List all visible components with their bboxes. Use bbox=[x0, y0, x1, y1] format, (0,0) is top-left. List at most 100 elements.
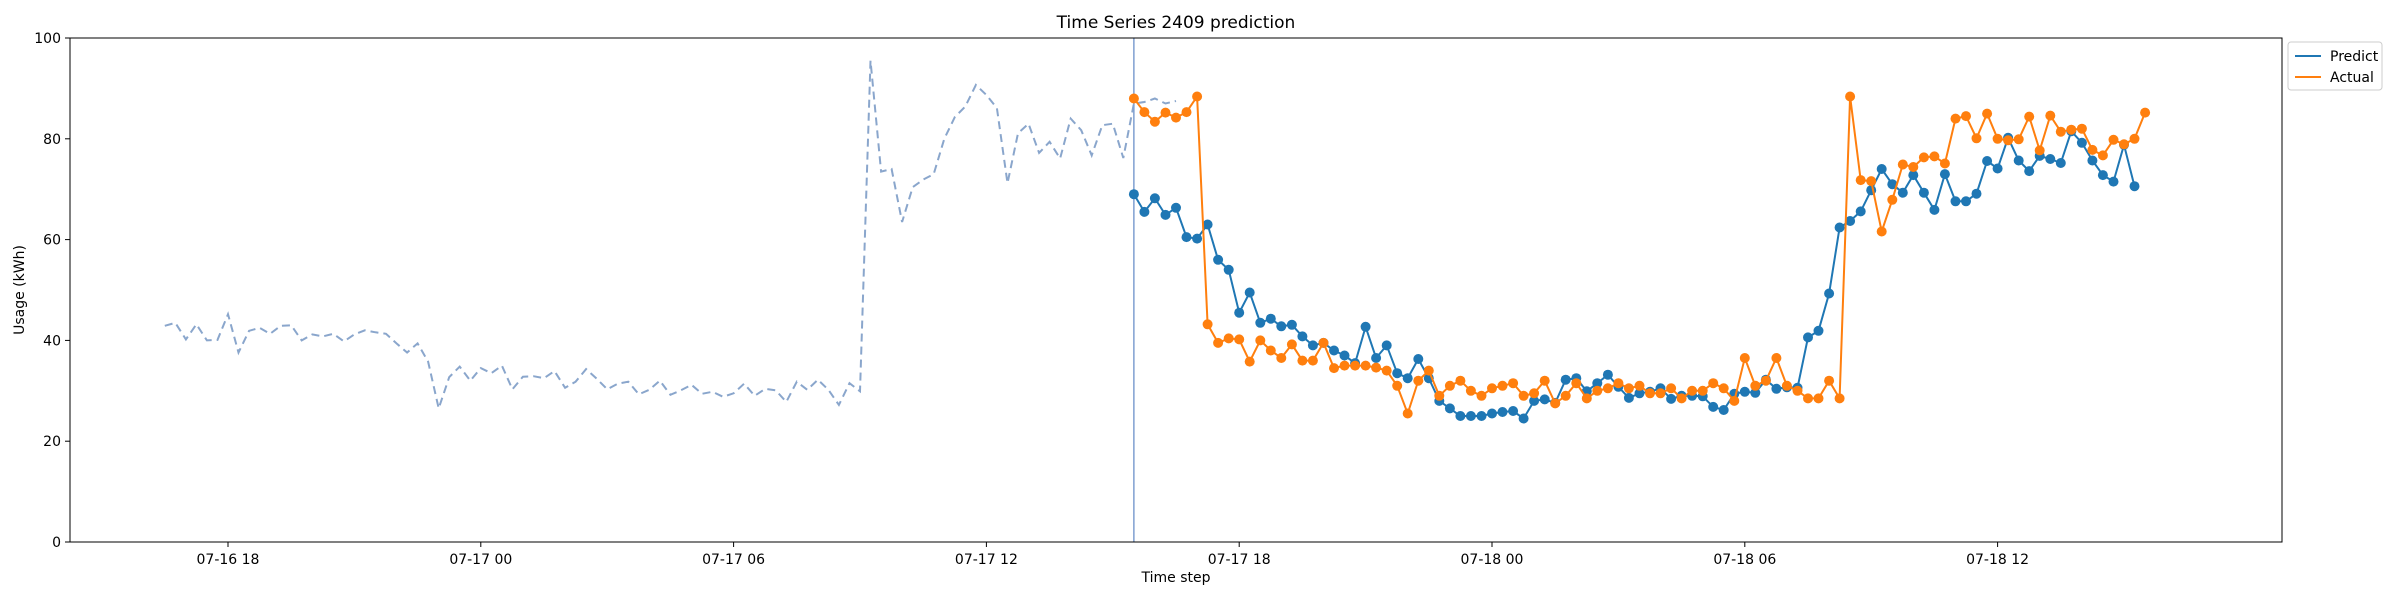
predict-point bbox=[1329, 345, 1339, 356]
actual-point bbox=[1297, 355, 1308, 366]
predict-point bbox=[1455, 411, 1466, 421]
y-tick-label: 0 bbox=[52, 535, 61, 551]
y-axis-label: Usage (kWh) bbox=[12, 245, 28, 335]
predict-point bbox=[1413, 354, 1424, 364]
predict-point bbox=[2055, 158, 2066, 168]
actual-point bbox=[1202, 319, 1213, 330]
predict-point bbox=[1255, 317, 1266, 328]
actual-point bbox=[1234, 334, 1245, 345]
actual-point bbox=[1529, 388, 1540, 399]
predict-point bbox=[1160, 209, 1171, 220]
actual-point bbox=[1908, 162, 1919, 172]
actual-point bbox=[1508, 378, 1519, 389]
actual-point bbox=[1276, 353, 1287, 363]
actual-point bbox=[1171, 112, 1181, 123]
predict-point bbox=[1181, 232, 1192, 243]
actual-point bbox=[1982, 108, 1993, 119]
x-tick-label: 07-18 12 bbox=[1966, 552, 2029, 568]
y-tick-label: 20 bbox=[43, 434, 61, 450]
actual-point bbox=[1413, 375, 1424, 386]
history-line bbox=[164, 60, 1177, 413]
predict-point bbox=[2097, 170, 2108, 181]
actual-point bbox=[1487, 383, 1497, 394]
predict-point bbox=[1739, 386, 1750, 397]
actual-point bbox=[1560, 390, 1571, 401]
predict-point bbox=[1771, 383, 1782, 394]
predict-point bbox=[2045, 154, 2056, 164]
actual-point bbox=[1518, 390, 1529, 401]
y-tick-label: 40 bbox=[43, 333, 61, 349]
actual-point bbox=[2097, 150, 2108, 161]
actual-point bbox=[1824, 375, 1835, 386]
actual-point bbox=[1623, 383, 1634, 394]
actual-point bbox=[2045, 110, 2056, 121]
predict-point bbox=[1244, 287, 1255, 298]
predict-point bbox=[1918, 187, 1929, 198]
predict-point bbox=[1876, 164, 1887, 174]
x-tick-label: 07-18 00 bbox=[1461, 552, 1524, 568]
predict-point bbox=[1371, 353, 1382, 363]
actual-point bbox=[1286, 339, 1297, 350]
actual-point bbox=[1929, 151, 1940, 162]
actual-point bbox=[1149, 116, 1160, 127]
actual-point bbox=[1265, 345, 1276, 356]
predict-point bbox=[1560, 374, 1571, 385]
actual-point bbox=[1307, 355, 1318, 366]
actual-point bbox=[1866, 176, 1877, 187]
actual-point bbox=[2003, 135, 2014, 146]
actual-point bbox=[1592, 385, 1603, 396]
predict-point bbox=[1718, 405, 1729, 415]
actual-point bbox=[2076, 123, 2087, 134]
actual-point bbox=[1497, 380, 1508, 391]
actual-point bbox=[2108, 134, 2119, 145]
series-predict bbox=[1128, 126, 2140, 424]
actual-point bbox=[1918, 152, 1929, 163]
actual-point bbox=[1971, 133, 1982, 144]
predict-point bbox=[1339, 350, 1350, 361]
predict-point bbox=[1982, 156, 1993, 166]
predict-point bbox=[1887, 179, 1898, 190]
predict-point bbox=[1476, 411, 1487, 421]
predict-point bbox=[1592, 378, 1603, 389]
actual-point bbox=[1961, 111, 1971, 122]
actual-point bbox=[1813, 393, 1824, 404]
actual-point bbox=[1571, 378, 1582, 389]
predict-point bbox=[1939, 169, 1950, 180]
predict-point bbox=[1929, 204, 1940, 215]
actual-point bbox=[1581, 393, 1592, 404]
actual-point bbox=[1613, 378, 1624, 389]
predict-point bbox=[1192, 233, 1203, 244]
actual-point bbox=[1602, 383, 1613, 394]
actual-point bbox=[1666, 383, 1677, 394]
actual-point bbox=[1255, 335, 1266, 346]
predict-point bbox=[1518, 413, 1529, 424]
predict-point bbox=[1950, 196, 1961, 207]
actual-point bbox=[1223, 333, 1234, 344]
predict-point bbox=[1381, 340, 1392, 351]
actual-point bbox=[1750, 380, 1761, 391]
actual-point bbox=[1792, 385, 1803, 396]
actual-point bbox=[1687, 385, 1698, 396]
predict-point bbox=[1213, 254, 1224, 265]
predict-point bbox=[1908, 170, 1919, 181]
predict-point bbox=[1487, 408, 1497, 419]
actual-point bbox=[1381, 365, 1392, 376]
predict-point bbox=[1623, 392, 1634, 403]
predict-point bbox=[1897, 187, 1908, 198]
actual-point bbox=[1550, 398, 1561, 409]
actual-point bbox=[1655, 388, 1666, 399]
legend-predict-label: Predict bbox=[2330, 49, 2379, 65]
actual-point bbox=[1329, 363, 1339, 374]
predict-point bbox=[1202, 219, 1213, 230]
x-tick-label: 07-18 06 bbox=[1713, 552, 1776, 568]
predict-point bbox=[1171, 202, 1181, 213]
actual-point bbox=[1634, 380, 1645, 391]
actual-point bbox=[1939, 158, 1950, 169]
predict-point bbox=[1634, 388, 1645, 399]
predict-point bbox=[1666, 393, 1677, 404]
actual-point bbox=[1213, 337, 1224, 348]
actual-point bbox=[1402, 408, 1413, 419]
actual-point bbox=[1729, 395, 1740, 406]
actual-point bbox=[1876, 226, 1887, 237]
